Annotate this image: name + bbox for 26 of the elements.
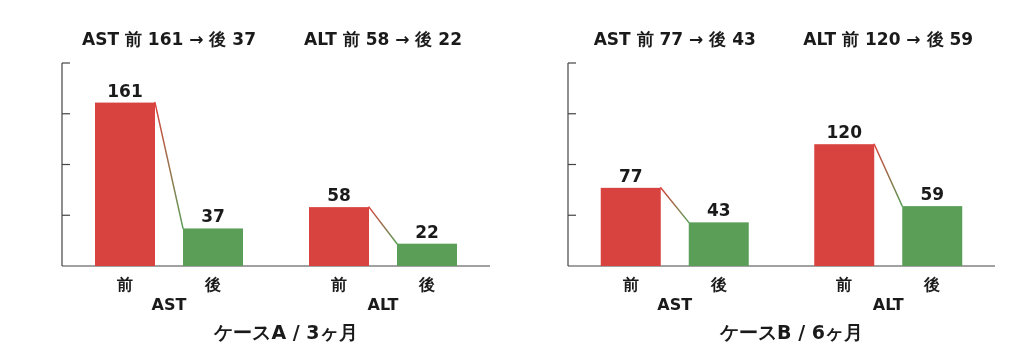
x-tick-label: AST xyxy=(151,295,187,314)
text: ALT 前 58 → 後 22 xyxy=(304,29,462,49)
data-label: 161 xyxy=(107,80,143,101)
data-label: 43 xyxy=(706,200,731,221)
text: 前 xyxy=(836,275,853,294)
series-label: 後 xyxy=(204,275,221,294)
x-tick-label: AST xyxy=(657,295,693,314)
data-label: 58 xyxy=(327,185,351,206)
x-tick-label: ALT xyxy=(367,295,399,314)
series-label: 前 xyxy=(116,275,133,294)
text: 前 xyxy=(331,275,347,294)
x-tick-label: ALT xyxy=(872,295,904,314)
series-label: 前 xyxy=(621,275,639,294)
data-label: 120 xyxy=(826,122,863,143)
text: ケースB / 6ヶ月 xyxy=(719,321,863,343)
text: AST 前 161 → 後 37 xyxy=(82,29,256,49)
text: 後 xyxy=(924,275,941,294)
text: AST 前 77 → 後 43 xyxy=(593,29,756,49)
data-label: 59 xyxy=(920,184,945,205)
text: 後 xyxy=(419,275,435,294)
text: ALT 前 120 → 後 59 xyxy=(803,29,974,49)
data-label: 37 xyxy=(201,206,225,227)
data-label: 22 xyxy=(415,221,439,242)
series-label: 後 xyxy=(709,275,727,294)
data-label: 77 xyxy=(618,165,643,186)
text: ケースA / 3ヶ月 xyxy=(213,321,358,343)
